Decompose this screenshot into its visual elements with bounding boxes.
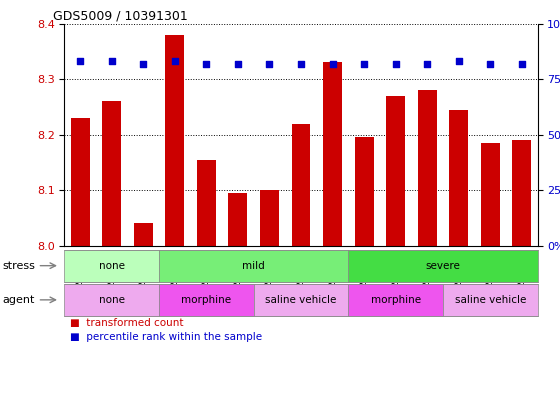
Text: morphine: morphine bbox=[181, 295, 231, 305]
Bar bbox=[228, 193, 248, 246]
Point bbox=[139, 61, 148, 67]
Text: morphine: morphine bbox=[371, 295, 421, 305]
Bar bbox=[512, 140, 531, 246]
Bar bbox=[481, 143, 500, 246]
Text: severe: severe bbox=[426, 261, 460, 271]
Text: saline vehicle: saline vehicle bbox=[455, 295, 526, 305]
Point bbox=[517, 61, 526, 67]
Text: mild: mild bbox=[242, 261, 265, 271]
Bar bbox=[449, 110, 468, 246]
Bar bbox=[323, 62, 342, 246]
Point bbox=[486, 61, 495, 67]
Text: stress: stress bbox=[3, 261, 36, 271]
Bar bbox=[134, 224, 153, 246]
Text: ■  transformed count: ■ transformed count bbox=[70, 318, 184, 328]
Bar bbox=[292, 123, 310, 246]
Bar bbox=[260, 190, 279, 246]
Bar bbox=[418, 90, 437, 246]
Point bbox=[328, 61, 337, 67]
Text: none: none bbox=[99, 295, 125, 305]
Point bbox=[265, 61, 274, 67]
Point bbox=[170, 58, 179, 64]
Point bbox=[297, 61, 306, 67]
Text: GDS5009 / 10391301: GDS5009 / 10391301 bbox=[53, 10, 188, 23]
Text: agent: agent bbox=[3, 295, 35, 305]
Point bbox=[202, 61, 211, 67]
Text: ■  percentile rank within the sample: ■ percentile rank within the sample bbox=[70, 332, 262, 342]
Point bbox=[391, 61, 400, 67]
Point bbox=[423, 61, 432, 67]
Point bbox=[360, 61, 368, 67]
Bar bbox=[197, 160, 216, 246]
Bar bbox=[354, 138, 374, 246]
Point bbox=[234, 61, 242, 67]
Text: none: none bbox=[99, 261, 125, 271]
Bar bbox=[102, 101, 121, 246]
Bar bbox=[165, 35, 184, 246]
Point bbox=[108, 58, 116, 64]
Point bbox=[454, 58, 463, 64]
Point bbox=[76, 58, 85, 64]
Bar bbox=[386, 96, 405, 246]
Bar bbox=[71, 118, 90, 246]
Text: saline vehicle: saline vehicle bbox=[265, 295, 337, 305]
